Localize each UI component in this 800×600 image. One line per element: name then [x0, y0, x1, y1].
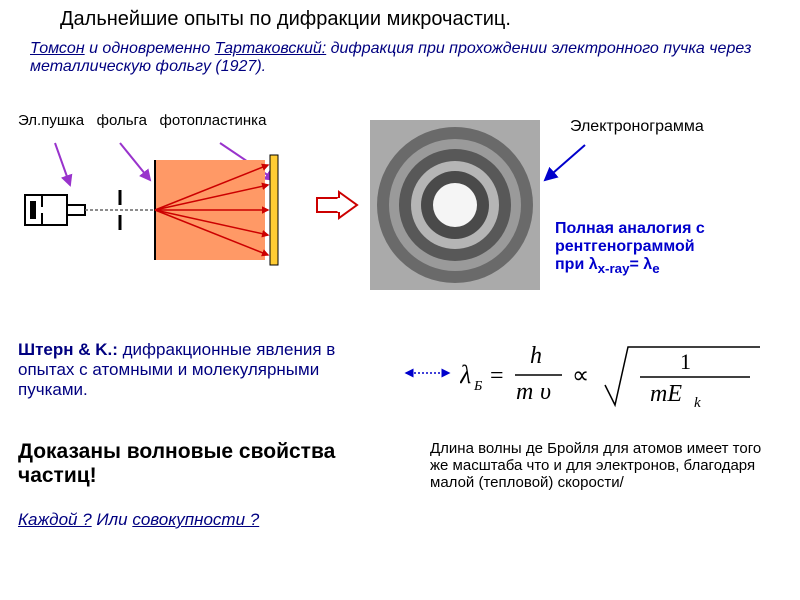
electronogram-image — [370, 120, 540, 290]
author-tartakovsky: Тартаковский: — [215, 40, 327, 57]
question-text: Каждой ? Или совокупности ? — [18, 510, 259, 530]
formula-description: Длина волны де Бройля для атомов имеет т… — [430, 440, 780, 491]
label-gun: Эл.пушка — [18, 112, 84, 129]
electronogram-label: Электронограмма — [570, 118, 704, 136]
diagram-labels: Эл.пушка фольга фотопластинка — [18, 112, 266, 129]
question-ensemble: совокупности ? — [132, 510, 259, 529]
label-foil: фольга — [97, 112, 147, 129]
svg-text:h: h — [530, 343, 542, 369]
pointer-arrow-icon — [540, 140, 590, 190]
dotted-arrow-icon — [400, 365, 455, 381]
svg-text:mE: mE — [650, 381, 682, 407]
svg-text:υ: υ — [540, 379, 551, 405]
svg-text:k: k — [694, 395, 701, 411]
analogy-text: Полная аналогия с рентгенограммой при λx… — [555, 220, 795, 276]
implies-arrow-icon — [315, 190, 360, 220]
svg-text:∝: ∝ — [572, 363, 589, 389]
slide-subtitle: Томсон и одновременно Тартаковский: дифр… — [30, 40, 770, 76]
conclusion-text: Доказаны волновые свойства частиц! — [18, 440, 378, 488]
author-thomson: Томсон — [30, 40, 85, 57]
svg-text:λ: λ — [460, 360, 471, 389]
question-each: Каждой ? — [18, 510, 92, 529]
slide-title: Дальнейшие опыты по дифракции микрочасти… — [60, 8, 511, 31]
label-plate: фотопластинка — [160, 112, 267, 129]
svg-text:1: 1 — [680, 349, 691, 374]
svg-text:=: = — [490, 363, 504, 389]
svg-text:Б: Б — [473, 379, 482, 394]
experiment-diagram — [20, 135, 300, 275]
svg-text:m: m — [516, 379, 533, 405]
stern-text: Штерн & K.: дифракционные явления в опыт… — [18, 340, 378, 400]
de-broglie-formula: λ Б = h m υ ∝ 1 mE k — [460, 335, 770, 415]
